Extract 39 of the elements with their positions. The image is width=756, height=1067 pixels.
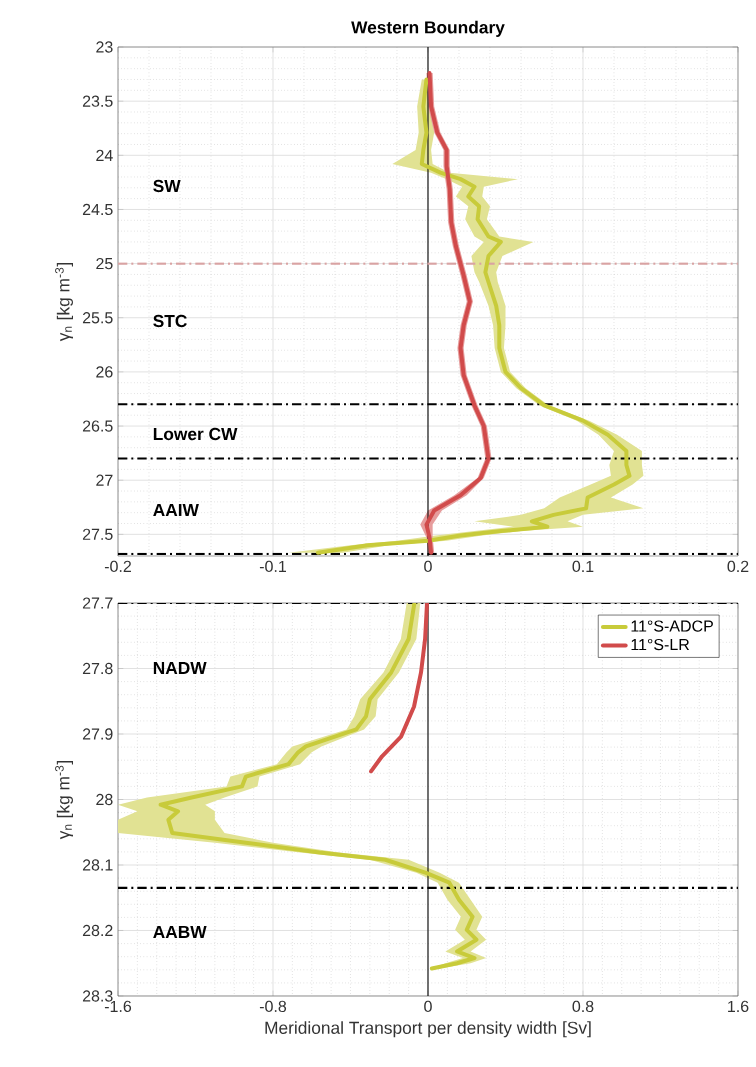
- y-tick-label: 28.1: [82, 859, 113, 871]
- y-tick-label: 27: [96, 474, 113, 486]
- annotation: SW: [153, 179, 181, 193]
- legend-label: 11°S-LR: [631, 638, 690, 651]
- y-tick-label: 26.5: [82, 420, 113, 432]
- x-tick-label: -0.2: [104, 560, 131, 573]
- y-tick-label: 27.5: [82, 528, 113, 540]
- y-tick-label: 26: [96, 366, 113, 378]
- y-tick-label: 25.5: [82, 312, 113, 324]
- legend-label: 11°S-ADCP: [631, 620, 713, 632]
- y-tick-label: 28: [96, 793, 113, 806]
- y-tick-label: 27.7: [82, 597, 113, 609]
- annotation: AABW: [153, 926, 207, 938]
- y-tick-label: 25: [96, 257, 113, 270]
- x-tick-label: -1.6: [104, 1000, 132, 1013]
- y-tick-label: 28.3: [82, 990, 113, 1002]
- annotation: STC: [153, 314, 187, 328]
- y-tick-label: 27.8: [82, 662, 113, 675]
- x-tick-label: 0.1: [572, 560, 594, 573]
- x-tick-label: -0.1: [259, 560, 286, 573]
- annotation: Lower CW: [153, 427, 238, 441]
- x-tick-label: -0.8: [259, 1000, 287, 1013]
- y-tick-label: 23: [96, 41, 113, 53]
- x-tick-label: 0: [424, 1000, 432, 1013]
- y-tick-label: 24.5: [82, 203, 113, 216]
- y-tick-label: 23.5: [82, 95, 113, 107]
- y-tick-label: 28.2: [82, 924, 113, 937]
- y-axis-title: γ$_{n}$ [kg m$^{-3}$]: [55, 262, 73, 342]
- chart-title: Western Boundary: [351, 20, 505, 37]
- x-tick-label: 0: [424, 560, 432, 573]
- x-axis-title: Meridional Transport per density width [Sv]: [265, 1021, 591, 1038]
- y-axis-title: γ$_{n}$ [kg m$^{-3}$]: [55, 760, 73, 840]
- y-tick-label: 27.9: [82, 728, 113, 740]
- annotation: AAIW: [153, 504, 199, 516]
- y-tick-label: 24: [96, 149, 113, 161]
- annotation: NADW: [153, 662, 207, 674]
- x-tick-label: 0.8: [572, 1000, 594, 1013]
- x-tick-label: 0.2: [727, 560, 749, 573]
- x-tick-label: 1.6: [728, 1000, 749, 1013]
